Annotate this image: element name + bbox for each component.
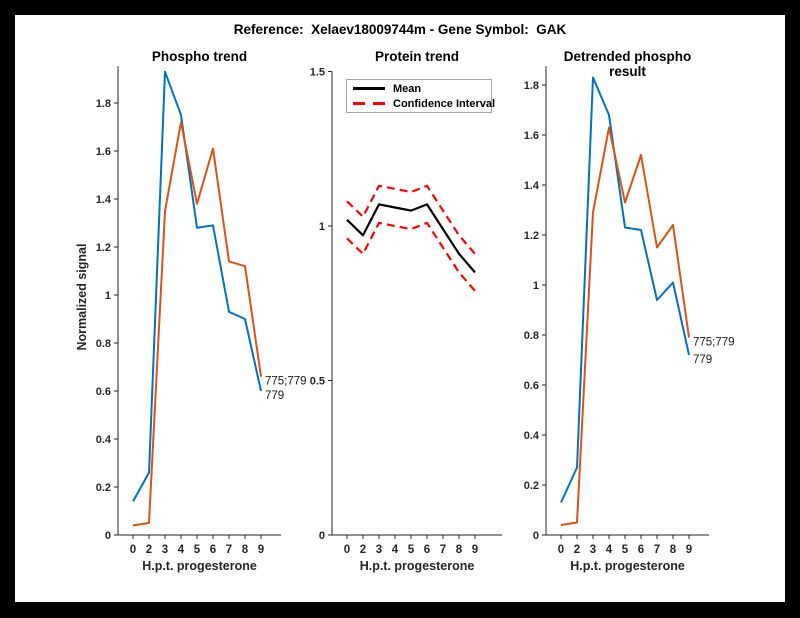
x-tick-label: 9	[472, 544, 478, 556]
x-tick-label: 5	[194, 544, 201, 556]
x-tick-label: 6	[424, 544, 430, 556]
x-tick-label: 7	[654, 544, 660, 556]
y-tick-label: 0.6	[524, 380, 539, 392]
series-line-775-779	[560, 126, 690, 526]
y-tick-label: 1.5	[310, 67, 325, 79]
series-line-confidence-interval-upper	[346, 184, 476, 255]
x-tick-label: 8	[456, 544, 463, 556]
series-line-779	[132, 70, 262, 502]
x-tick-label: 7	[440, 544, 446, 556]
x-tick-label: 7	[226, 544, 232, 556]
confidence-interval-line-swatch	[353, 102, 385, 105]
y-tick-label: 1.2	[96, 242, 111, 254]
y-tick-label: 0.2	[96, 482, 111, 494]
x-tick-label: 3	[162, 544, 168, 556]
phospho-trend-plot: 00.20.40.60.811.21.41.61.80 2 3 4 5 6 7 8 9775;7…	[96, 66, 307, 556]
y-tick-label: 1	[533, 280, 539, 292]
legend: Mean Confidence Interval	[346, 79, 495, 113]
y-tick-label: 0.2	[524, 480, 539, 492]
y-tick-label: 0.8	[96, 338, 111, 350]
series-line-775-779	[132, 121, 262, 527]
x-tick-label: 2	[574, 544, 580, 556]
legend-item-mean: Mean	[353, 81, 491, 96]
x-tick-label: 8	[670, 544, 677, 556]
x-tick-label: 4	[606, 544, 613, 556]
mean-line-swatch	[353, 87, 385, 90]
x-tick-label: 6	[210, 544, 216, 556]
y-tick-label: 0	[533, 530, 539, 542]
x-tick-label: 4	[392, 544, 399, 556]
y-tick-label: 0.5	[310, 376, 325, 388]
x-tick-label: 0	[344, 544, 350, 556]
charts-svg: 00.20.40.60.811.21.41.61.80 2 3 4 5 6 7 8 9775;7…	[96, 66, 735, 556]
y-tick-label: 0.4	[524, 430, 540, 442]
x-axis-label-plot2: H.p.t. progesterone	[359, 559, 475, 573]
y-tick-label: 1.8	[96, 98, 111, 110]
detrended-phospho-plot: 00.20.40.60.811.21.41.61.80 2 3 4 5 6 7 8 9775;7…	[524, 66, 735, 556]
x-tick-label: 2	[146, 544, 152, 556]
series-line-779	[560, 76, 690, 503]
figure-canvas: Reference: Xelaev18009744m - Gene Symbol…	[15, 15, 785, 602]
figure-title: Reference: Xelaev18009744m - Gene Symbol…	[233, 22, 567, 37]
x-tick-label: 6	[638, 544, 644, 556]
x-tick-label: 9	[258, 544, 264, 556]
x-tick-label: 0	[130, 544, 136, 556]
y-tick-label: 0.6	[96, 386, 111, 398]
y-tick-label: 0	[105, 530, 111, 542]
plot-title-phospho-trend: Phospho trend	[151, 49, 248, 64]
y-tick-label: 1.6	[96, 146, 111, 158]
y-tick-label: 0	[319, 530, 325, 542]
y-tick-label: 1	[319, 221, 325, 233]
series-line-confidence-interval-lower	[346, 221, 476, 292]
line-end-label: 779	[265, 390, 284, 402]
x-axis-label-plot1: H.p.t. progesterone	[142, 559, 257, 573]
protein-trend-plot: 00.511.50 2 3 4 5 6 7 8 9	[310, 67, 502, 556]
line-end-label: 779	[693, 354, 712, 366]
y-tick-label: 1.8	[524, 80, 539, 92]
y-tick-label: 0.4	[96, 434, 112, 446]
x-tick-label: 5	[622, 544, 629, 556]
series-line-mean	[346, 203, 476, 274]
x-tick-label: 3	[376, 544, 382, 556]
line-end-label: 775;779	[265, 376, 307, 388]
y-tick-label: 1	[105, 290, 111, 302]
x-axis-label-plot3: H.p.t. progesterone	[570, 559, 685, 573]
y-tick-label: 1.4	[524, 180, 540, 192]
x-tick-label: 2	[360, 544, 366, 556]
plot-title-protein-trend: Protein trend	[374, 49, 459, 64]
x-tick-label: 0	[558, 544, 564, 556]
line-end-label: 775;779	[693, 337, 735, 349]
legend-label-confidence-interval: Confidence Interval	[393, 97, 496, 110]
x-tick-label: 8	[242, 544, 249, 556]
x-tick-label: 5	[408, 544, 415, 556]
legend-item-confidence-interval: Confidence Interval	[353, 96, 495, 111]
legend-label-mean: Mean	[393, 82, 422, 95]
y-tick-label: 1.2	[524, 230, 539, 242]
y-tick-label: 1.4	[96, 194, 112, 206]
y-tick-label: 1.6	[524, 130, 539, 142]
plot-title-detrended-phospho: Detrended phospho result	[563, 49, 692, 79]
x-tick-label: 4	[178, 544, 185, 556]
x-tick-label: 3	[590, 544, 596, 556]
x-tick-label: 9	[686, 544, 692, 556]
y-tick-label: 0.8	[524, 330, 539, 342]
